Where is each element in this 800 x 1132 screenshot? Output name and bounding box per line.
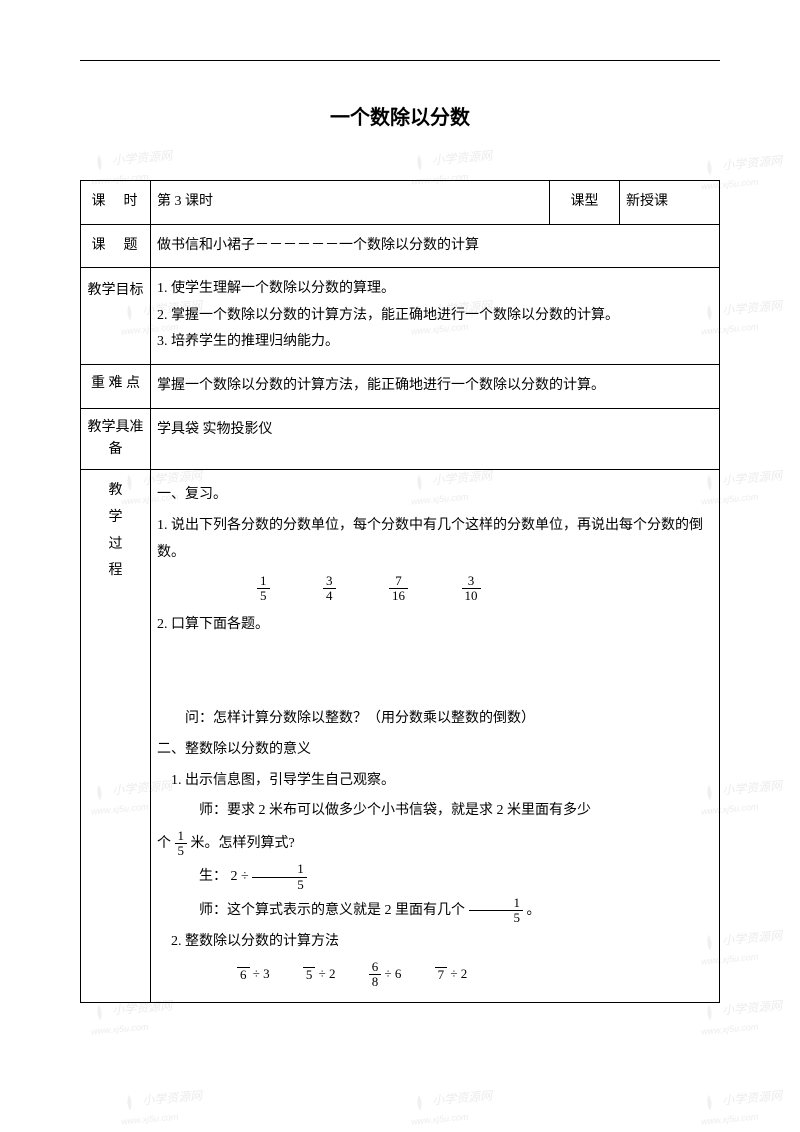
fraction-2: 716 bbox=[389, 574, 408, 604]
row-topic: 课 题 做书信和小裙子－－－－－－一个数除以分数的计算 bbox=[81, 224, 720, 268]
watermark-icon: 小学资源网 www.xj5u.com bbox=[89, 996, 175, 1038]
section2-student: 生： 2 ÷ 15 bbox=[157, 862, 713, 892]
teacher2-frac: 15 bbox=[469, 896, 524, 926]
watermark-icon: 小学资源网 www.xj5u.com bbox=[119, 1086, 205, 1128]
row-keypoint: 重 难 点 掌握一个数除以分数的计算方法，能正确地进行一个数除以分数的计算。 bbox=[81, 364, 720, 408]
watermark-icon: 小学资源网 www.xj5u.com bbox=[699, 996, 785, 1038]
process-label-char-0: 教 bbox=[87, 478, 144, 505]
goal-item3: 3. 培养学生的推理归纳能力。 bbox=[157, 329, 713, 356]
section2-item2: 2. 整数除以分数的计算方法 bbox=[157, 929, 713, 956]
section1-item1: 1. 说出下列各分数的分数单位，每个分数中有几个这样的分数单位，再说出每个分数的… bbox=[157, 513, 713, 566]
process-label-char-1: 学 bbox=[87, 505, 144, 532]
topic-label: 课 题 bbox=[81, 224, 151, 268]
section2-title: 二、整数除以分数的意义 bbox=[157, 737, 713, 764]
topic-value: 做书信和小裙子－－－－－－一个数除以分数的计算 bbox=[151, 224, 720, 268]
process-label-char-3: 程 bbox=[87, 558, 144, 585]
row-period: 课 时 第 3 课时 课型 新授课 bbox=[81, 181, 720, 225]
section1-item2: 2. 口算下面各题。 bbox=[157, 612, 713, 639]
expr-2: 68 ÷ 6 bbox=[369, 960, 402, 990]
keypoint-label: 重 难 点 bbox=[81, 364, 151, 408]
student-frac: 15 bbox=[252, 862, 307, 892]
watermark-icon: 小学资源网 www.xj5u.com bbox=[699, 1086, 785, 1128]
period-label: 课 时 bbox=[81, 181, 151, 225]
type-value: 新授课 bbox=[620, 181, 720, 225]
frac-1-5: 15 bbox=[175, 829, 188, 859]
goal-value: 1. 使学生理解一个数除以分数的算理。 2. 掌握一个数除以分数的计算方法，能正… bbox=[151, 268, 720, 365]
expr-1: 5 ÷ 2 bbox=[303, 962, 336, 987]
top-horizontal-rule bbox=[80, 60, 720, 61]
fraction-1: 34 bbox=[323, 574, 336, 604]
goal-item1: 1. 使学生理解一个数除以分数的算理。 bbox=[157, 276, 713, 303]
section2-item1: 1. 出示信息图，引导学生自己观察。 bbox=[157, 768, 713, 795]
fraction-3: 310 bbox=[462, 574, 481, 604]
expr-3: 7 ÷ 2 bbox=[435, 962, 468, 987]
period-value: 第 3 课时 bbox=[151, 181, 550, 225]
expr-0: 6 ÷ 3 bbox=[237, 962, 270, 987]
page-title: 一个数除以分数 bbox=[80, 101, 720, 130]
keypoint-value: 掌握一个数除以分数的计算方法，能正确地进行一个数除以分数的计算。 bbox=[151, 364, 720, 408]
fraction-0: 15 bbox=[257, 574, 270, 604]
goal-item2: 2. 掌握一个数除以分数的计算方法，能正确地进行一个数除以分数的计算。 bbox=[157, 303, 713, 330]
bottom-expr-row: 6 ÷ 3 5 ÷ 2 68 ÷ 6 7 ÷ 2 bbox=[157, 960, 713, 990]
section1-question: 问：怎样计算分数除以整数？（用分数乘以整数的倒数） bbox=[157, 706, 713, 733]
row-tools: 教学具准备 学具袋 实物投影仪 bbox=[81, 408, 720, 470]
process-content: 一、复习。 1. 说出下列各分数的分数单位，每个分数中有几个这样的分数单位，再说… bbox=[151, 470, 720, 1002]
tools-value: 学具袋 实物投影仪 bbox=[151, 408, 720, 470]
type-label: 课型 bbox=[550, 181, 620, 225]
lesson-plan-table: 课 时 第 3 课时 课型 新授课 课 题 做书信和小裙子－－－－－－一个数除以… bbox=[80, 180, 720, 1003]
goal-label: 教学目标 bbox=[81, 268, 151, 365]
row-goal: 教学目标 1. 使学生理解一个数除以分数的算理。 2. 掌握一个数除以分数的计算… bbox=[81, 268, 720, 365]
section1-title: 一、复习。 bbox=[157, 482, 713, 509]
row-process: 教 学 过 程 一、复习。 1. 说出下列各分数的分数单位，每个分数中有几个这样… bbox=[81, 470, 720, 1002]
tools-label: 教学具准备 bbox=[81, 408, 151, 470]
process-label-char-2: 过 bbox=[87, 532, 144, 559]
process-label: 教 学 过 程 bbox=[81, 470, 151, 1002]
section2-teacher1b: 个 15 米。怎样列算式? bbox=[157, 829, 713, 859]
section2-teacher1: 师：要求 2 米布可以做多少个小书信袋，就是求 2 米里面有多少 bbox=[157, 798, 713, 825]
fraction-row: 15 34 716 310 bbox=[157, 574, 713, 604]
blank-space bbox=[157, 642, 713, 702]
section2-teacher2: 师：这个算式表示的意义就是 2 里面有几个 15 。 bbox=[157, 896, 713, 926]
watermark-icon: 小学资源网 www.xj5u.com bbox=[409, 1086, 495, 1128]
